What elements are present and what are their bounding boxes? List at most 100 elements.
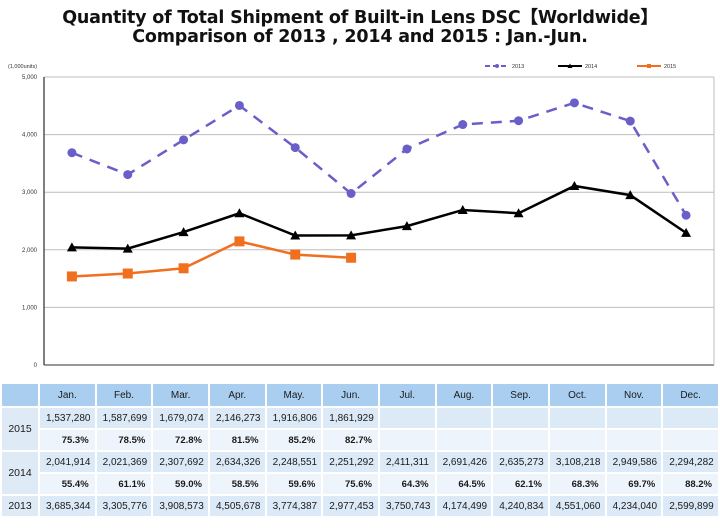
data-point-2015 [234,236,245,247]
legend-marker [647,64,651,68]
legend-item-2013: 2013 [485,64,524,70]
value-cell: 4,551,060 [549,496,605,516]
gridlines [43,76,715,366]
legend-marker [495,64,499,68]
value-cell [493,408,548,428]
legend-item-2014: 2014 [558,63,597,70]
month-header: Aug. [436,384,492,406]
series-2013 [67,98,691,220]
data-point-2015 [290,249,301,260]
data-point-2013 [402,144,412,154]
data-point-2014 [66,242,77,252]
data-point-2014 [401,221,412,231]
table-row-2015-values: 2015 1,537,280 1,587,699 1,679,074 2,146,273… [2,408,718,450]
legend-label: 2013 [512,64,524,70]
data-point-2013 [569,98,579,108]
data-point-2013 [179,135,189,145]
value-cell: 2,635,273 [493,452,548,472]
value-cell: 3,685,344 [40,496,95,516]
value-cell [663,408,718,428]
month-header: Jul. [379,384,435,406]
month-header: May. [266,384,322,406]
month-header: Feb. [96,384,152,406]
value-cell: 3,305,776 [96,496,152,516]
value-cell: 1,861,929 [323,408,378,428]
data-point-2013 [458,120,468,130]
month-header: Jun. [323,384,378,406]
legend-marker [567,63,573,68]
value-cell: 3,108,218 [549,452,605,472]
percent-cell: 59.0% [153,474,208,494]
data-point-2014 [569,180,580,190]
percent-cell: 64.3% [379,474,435,494]
table-corner-cell [2,384,38,406]
series-line-2014 [71,184,687,250]
percent-cell [379,430,435,450]
value-cell: 2,307,692 [153,452,208,472]
table-header-row: Jan. Feb. Mar. Apr. May. Jun. Jul. Aug. Sep. Oct.… [2,384,718,406]
data-point-2014 [290,230,301,240]
line-chart: (1,000units) 01,0002,0003,0004,0005,000 … [8,63,715,369]
percent-cell: 62.1% [493,474,548,494]
year-label: 2014 [2,452,38,494]
value-cell: 3,908,573 [153,496,208,516]
value-cell: 2,146,273 [209,408,265,428]
value-cell: 2,251,292 [323,452,378,472]
value-cell: 3,774,387 [266,496,322,516]
y-tick-label: 4,000 [22,133,38,139]
percent-cell: 72.8% [153,430,208,450]
value-cell: 2,949,586 [606,452,662,472]
value-cell: 4,234,040 [606,496,662,516]
value-cell [436,408,492,428]
month-header: Apr. [209,384,265,406]
data-point-2013 [346,188,356,198]
percent-cell: 85.2% [266,430,322,450]
y-unit-label: (1,000units) [8,64,37,70]
value-cell [606,408,662,428]
percent-cell [436,430,492,450]
y-tick-labels: 0 1,000 2,000 3,000 4,000 5,000 [22,75,38,369]
percent-cell: 61.1% [96,474,152,494]
y-tick-label: 2,000 [22,248,38,254]
data-point-2013 [681,210,691,220]
y-tick-label: 1,000 [22,305,38,311]
table-row-2014-values: 2014 2,041,914 2,021,369 2,307,692 2,634,326… [2,452,718,494]
data-point-2013 [290,143,300,153]
month-header: Dec. [663,384,718,406]
data-point-2015 [178,263,189,274]
legend-item-2015: 2015 [637,64,676,70]
percent-cell: 64.5% [436,474,492,494]
y-tick-label: 5,000 [22,75,38,81]
chart-title-line2: Comparison of 2013 , 2014 and 2015 : Jan… [132,27,588,47]
value-cell: 4,174,499 [436,496,492,516]
value-cell [549,408,605,428]
table-row-2014-percents: 55.4% 61.1% 59.0% 58.5% 59.6% 75.6% 64.3% 64.5%… [2,474,718,494]
data-point-2014 [178,227,189,237]
percent-cell: 81.5% [209,430,265,450]
percent-cell: 82.7% [323,430,378,450]
percent-cell: 78.5% [96,430,152,450]
series-2014 [66,180,692,253]
value-cell: 1,679,074 [153,408,208,428]
y-tick-label: 0 [34,363,38,369]
data-point-2014 [346,230,357,240]
percent-cell: 59.6% [266,474,322,494]
series-2015 [66,236,357,282]
value-cell: 1,587,699 [96,408,152,428]
value-cell: 1,537,280 [40,408,95,428]
percent-cell [663,430,718,450]
value-cell: 2,294,282 [663,452,718,472]
value-cell: 2,248,551 [266,452,322,472]
value-cell: 3,750,743 [379,496,435,516]
percent-cell: 88.2% [663,474,718,494]
legend-label: 2015 [664,64,676,70]
series-line-2015 [71,240,352,278]
chart-title-line1: Quantity of Total Shipment of Built-in L… [62,8,658,28]
data-point-2014 [234,208,245,218]
data-point-2014 [625,190,636,200]
percent-cell: 69.7% [606,474,662,494]
data-point-2013 [234,100,244,110]
value-cell: 2,021,369 [96,452,152,472]
percent-cell [606,430,662,450]
series-group [66,98,692,282]
